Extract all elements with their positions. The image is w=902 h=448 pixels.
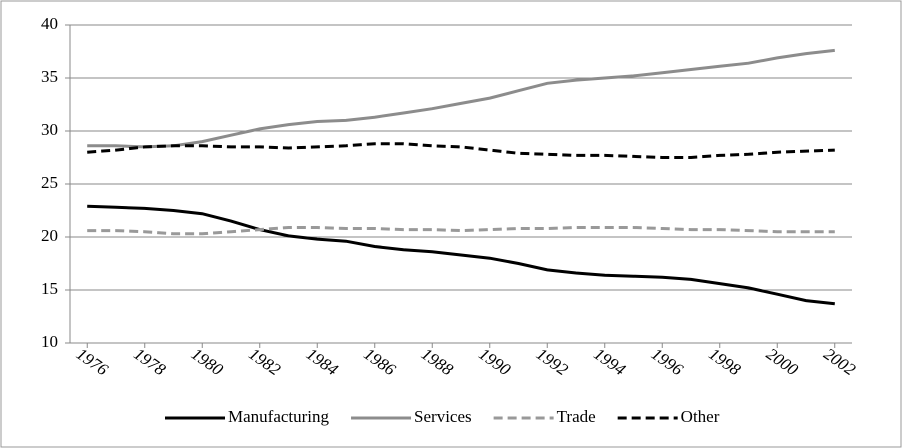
legend-label: Services bbox=[414, 407, 472, 426]
series-line bbox=[87, 204, 835, 306]
series-line bbox=[87, 142, 835, 159]
series-line bbox=[87, 226, 835, 236]
y-tick-label: 40 bbox=[41, 14, 58, 33]
y-tick-label: 20 bbox=[41, 226, 58, 245]
y-tick-label: 35 bbox=[41, 67, 58, 86]
y-tick-label: 30 bbox=[41, 120, 58, 139]
legend-label: Manufacturing bbox=[228, 407, 330, 426]
series-line bbox=[87, 48, 835, 149]
y-tick-label: 15 bbox=[41, 279, 58, 298]
y-tick-label: 10 bbox=[41, 332, 58, 351]
legend-label: Other bbox=[681, 407, 720, 426]
legend-label: Trade bbox=[557, 407, 596, 426]
y-tick-label: 25 bbox=[41, 173, 58, 192]
